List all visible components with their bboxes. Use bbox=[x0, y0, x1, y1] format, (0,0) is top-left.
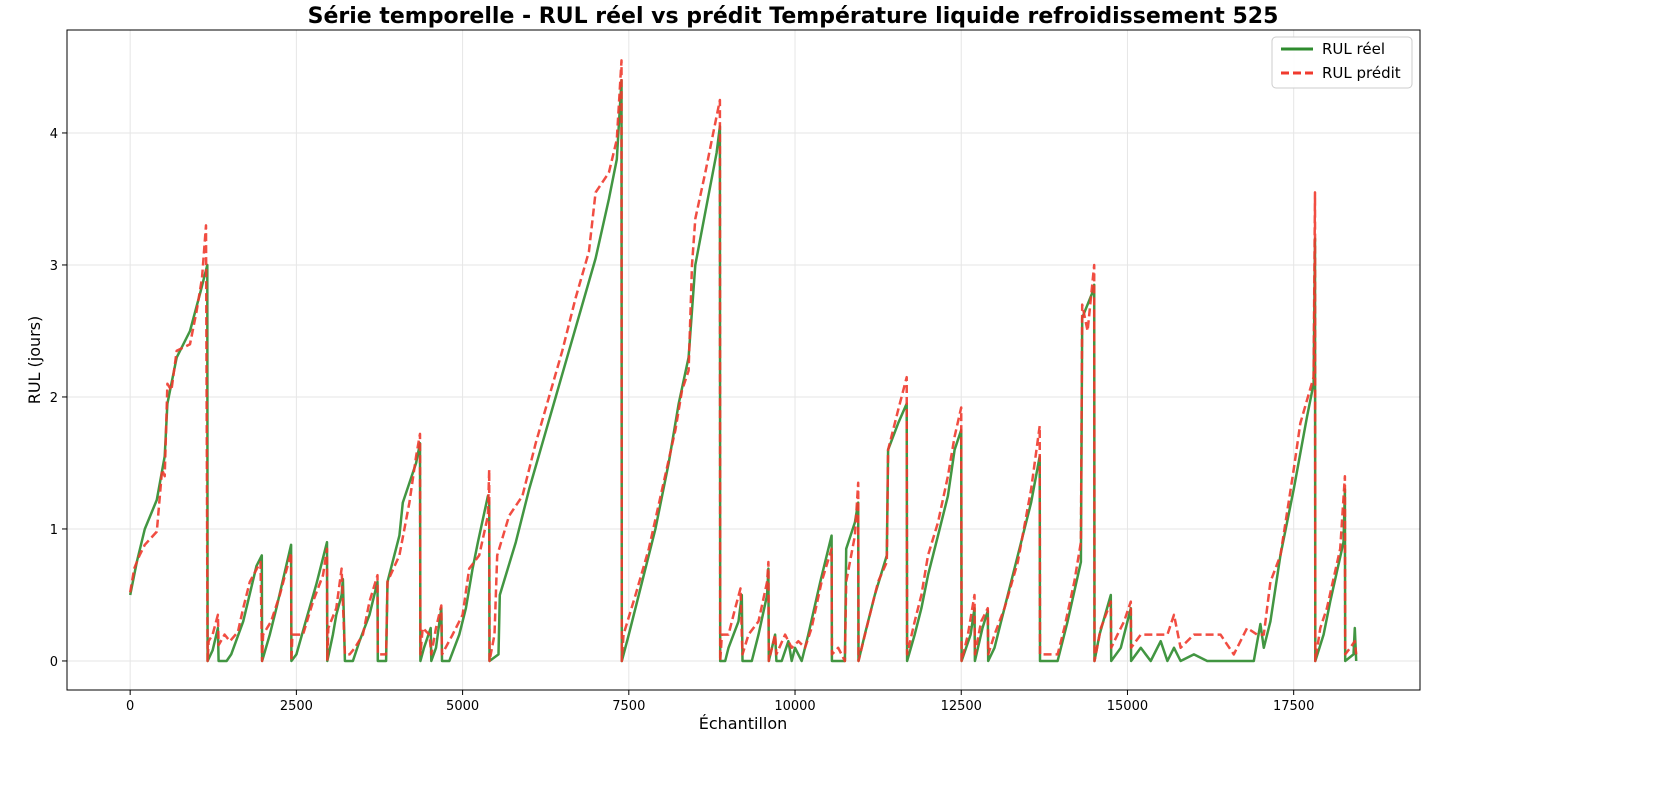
x-tick-label: 15000 bbox=[1107, 699, 1148, 714]
y-axis-label: RUL (jours) bbox=[25, 316, 44, 405]
x-axis-label: Échantillon bbox=[699, 714, 788, 733]
x-tick-label: 0 bbox=[126, 699, 134, 714]
y-tick-label: 4 bbox=[50, 127, 58, 142]
x-tick-label: 5000 bbox=[446, 699, 479, 714]
legend-label-rul-reel: RUL réel bbox=[1322, 40, 1385, 58]
y-tick-label: 3 bbox=[50, 259, 58, 274]
y-tick-label: 1 bbox=[50, 523, 58, 538]
x-tick-label: 12500 bbox=[941, 699, 982, 714]
ticks: 0 2500 5000 7500 10000 12500 15000 17500 0 1 2 3 4 bbox=[50, 127, 1315, 714]
x-tick-label: 2500 bbox=[280, 699, 313, 714]
series-group bbox=[128, 59, 1358, 663]
plot-frame bbox=[66, 29, 1421, 691]
legend-label-rul-predit: RUL prédit bbox=[1322, 64, 1401, 82]
y-tick-label: 0 bbox=[50, 655, 58, 670]
x-tick-label: 10000 bbox=[774, 699, 815, 714]
y-tick-label: 2 bbox=[50, 391, 58, 406]
series-line-rul-reel bbox=[128, 78, 1358, 663]
chart-title: Série temporelle - RUL réel vs prédit Te… bbox=[308, 4, 1279, 29]
legend: RUL réel RUL prédit bbox=[1271, 36, 1413, 89]
series-line-rul-predit bbox=[128, 59, 1358, 663]
x-tick-label: 17500 bbox=[1273, 699, 1314, 714]
grid bbox=[67, 30, 1420, 690]
x-tick-label: 7500 bbox=[612, 699, 645, 714]
